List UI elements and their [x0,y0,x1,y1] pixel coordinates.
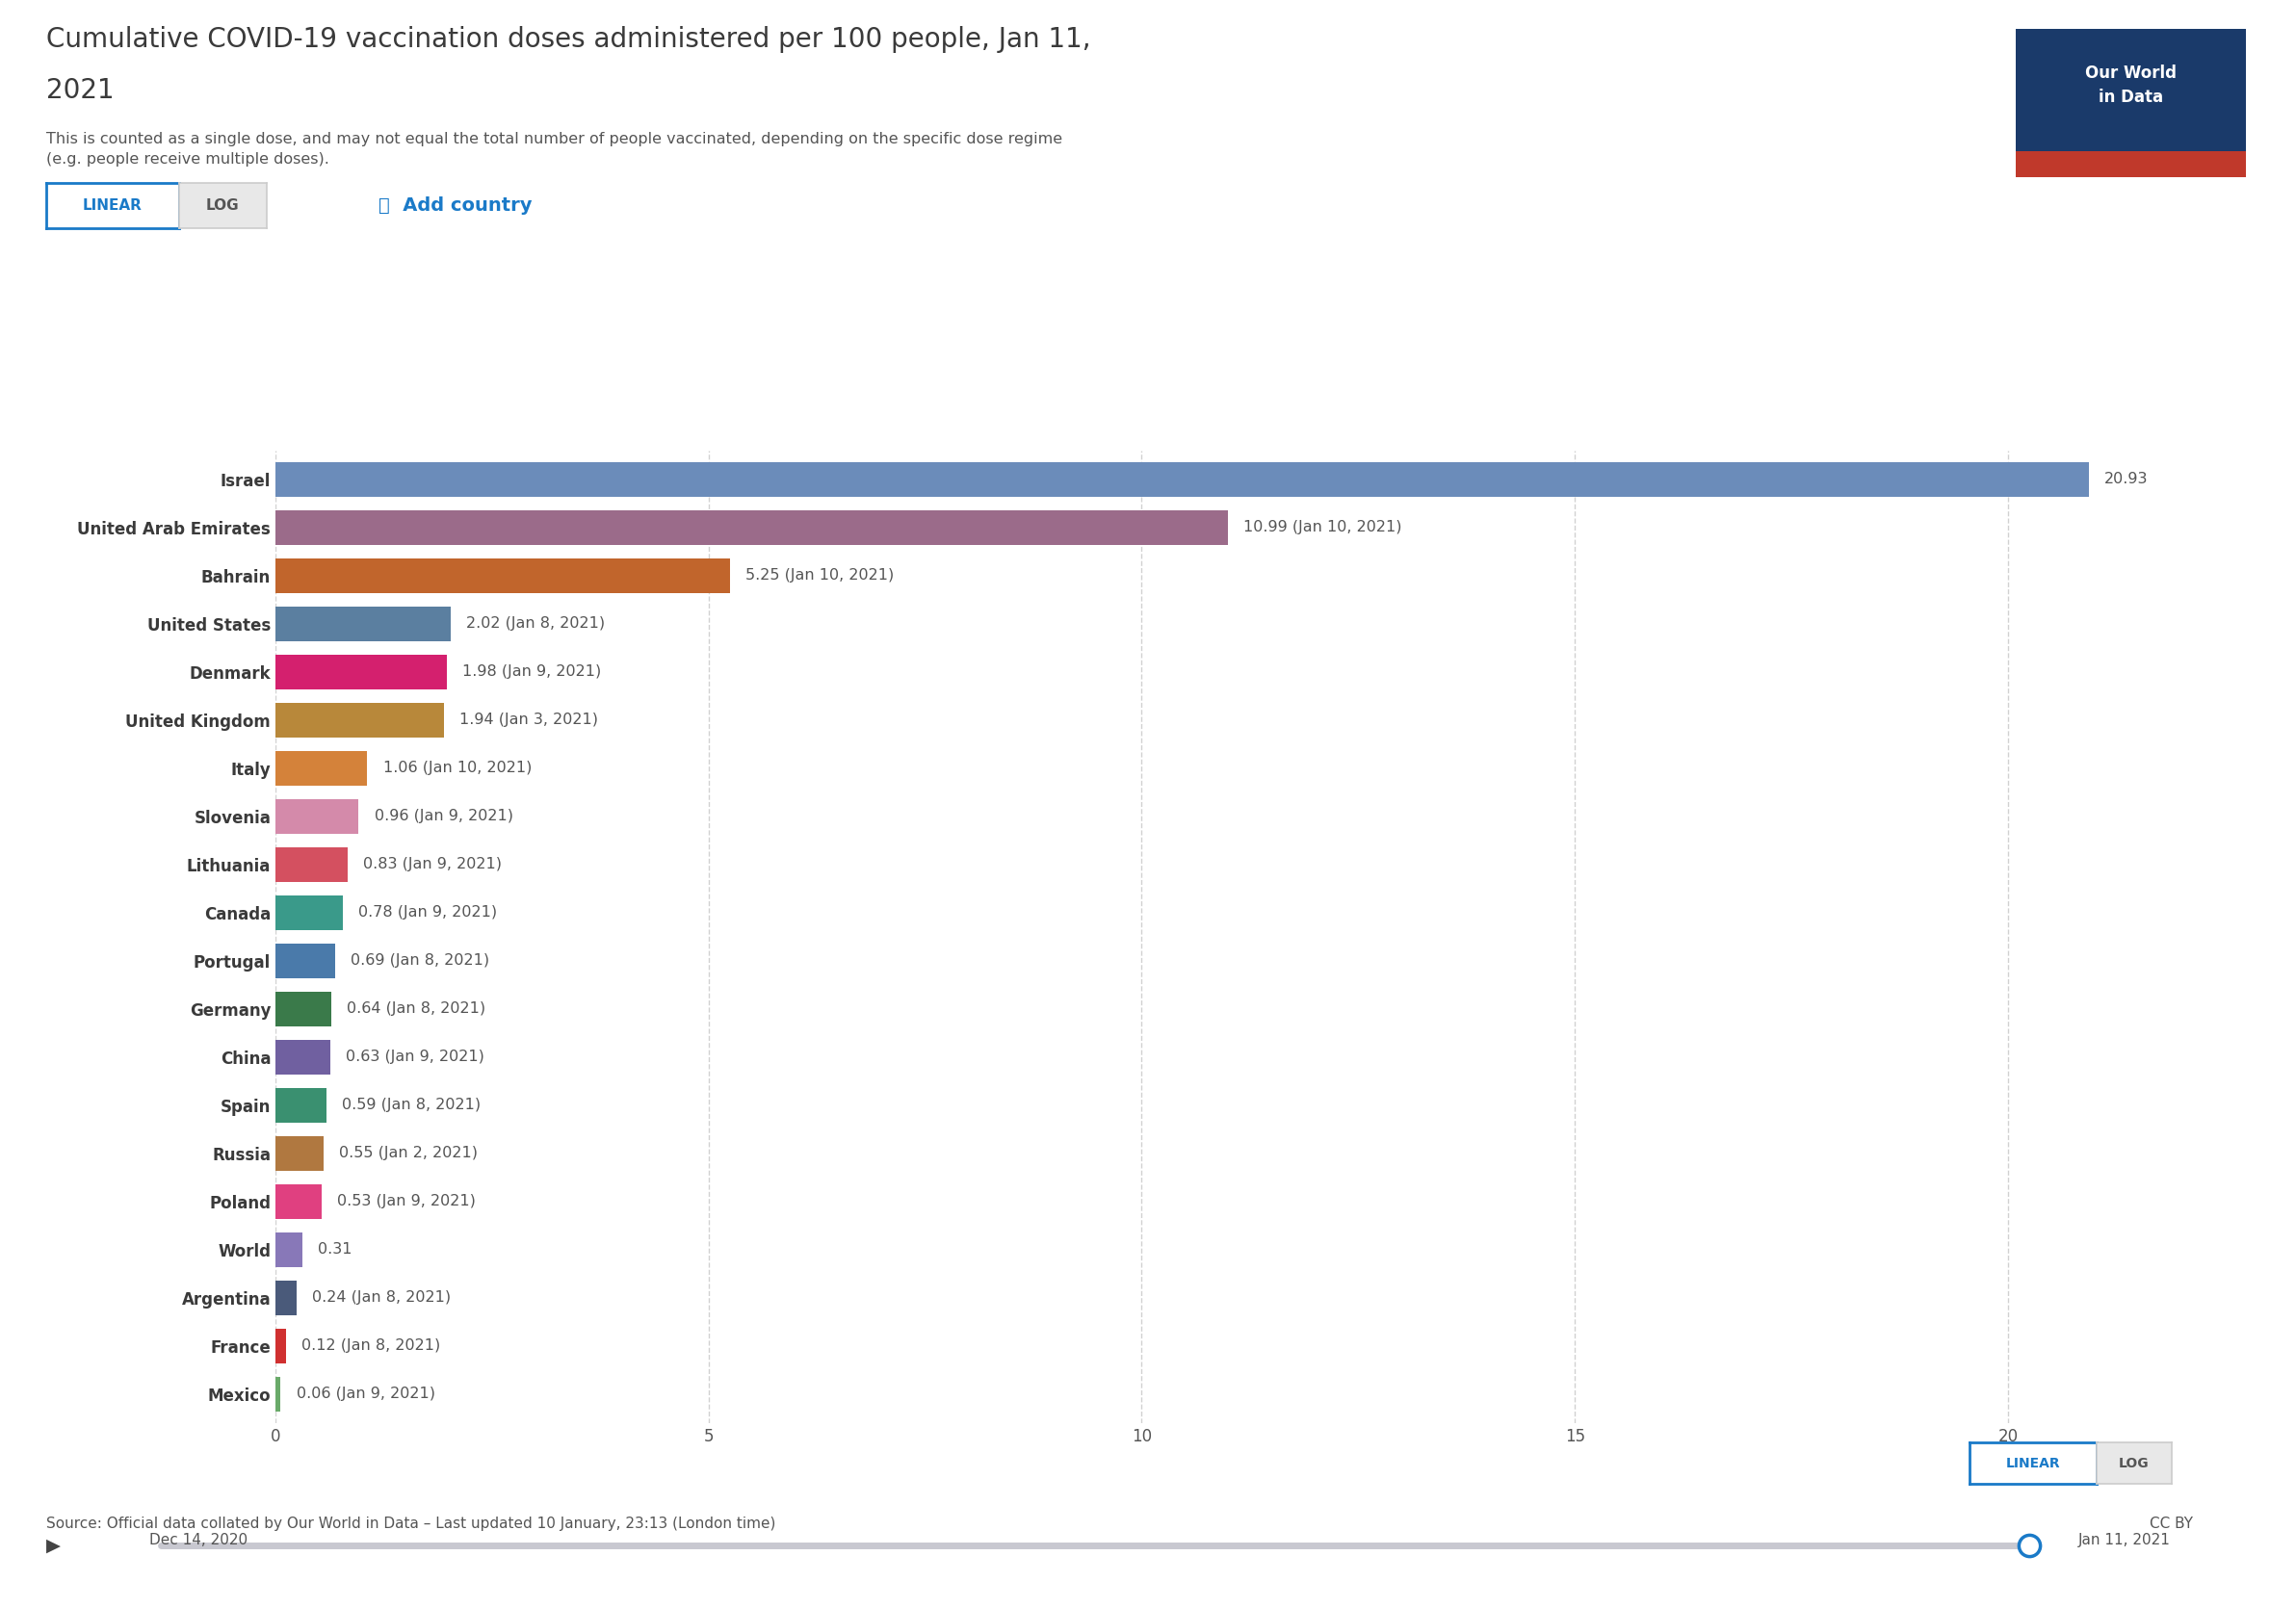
Bar [276,1376,280,1412]
Text: 0.12 (Jan 8, 2021): 0.12 (Jan 8, 2021) [301,1339,441,1354]
Text: 0.78 (Jan 9, 2021): 0.78 (Jan 9, 2021) [358,905,498,920]
Bar [276,944,335,978]
Text: 20.93: 20.93 [2103,471,2149,486]
Text: ➕  Add country: ➕ Add country [379,196,533,215]
Bar [276,606,450,642]
Text: 0.69 (Jan 8, 2021): 0.69 (Jan 8, 2021) [351,954,489,968]
Bar [276,1232,303,1267]
Text: 0.31: 0.31 [317,1243,351,1257]
Text: 2.02 (Jan 8, 2021): 2.02 (Jan 8, 2021) [466,616,604,630]
Bar [276,799,358,833]
Text: LOG: LOG [2119,1457,2149,1470]
Bar [276,1280,296,1315]
Text: LOG: LOG [207,199,239,212]
Text: CC BY: CC BY [2149,1516,2193,1531]
Bar [276,558,730,593]
Text: 0.06 (Jan 9, 2021): 0.06 (Jan 9, 2021) [296,1388,434,1402]
Bar [276,510,1228,545]
Bar [276,703,443,738]
Bar [276,1328,287,1364]
Bar [276,896,342,929]
Bar [276,992,331,1026]
Text: Source: Official data collated by Our World in Data – Last updated 10 January, 2: Source: Official data collated by Our Wo… [46,1516,776,1531]
Text: 0.24 (Jan 8, 2021): 0.24 (Jan 8, 2021) [312,1291,450,1306]
Text: 0.55 (Jan 2, 2021): 0.55 (Jan 2, 2021) [340,1147,478,1161]
Bar [276,751,367,785]
Text: 1.06 (Jan 10, 2021): 1.06 (Jan 10, 2021) [383,761,533,775]
Text: Jan 11, 2021: Jan 11, 2021 [2078,1534,2170,1547]
Text: 10.99 (Jan 10, 2021): 10.99 (Jan 10, 2021) [1242,519,1401,534]
Text: ▶: ▶ [46,1537,60,1555]
Text: 0.96 (Jan 9, 2021): 0.96 (Jan 9, 2021) [374,809,512,823]
Bar [276,1183,321,1219]
Text: 0.59 (Jan 8, 2021): 0.59 (Jan 8, 2021) [342,1098,482,1113]
Bar [276,1135,324,1171]
Text: LINEAR: LINEAR [83,199,142,212]
Bar [276,1089,326,1122]
Text: 0.63 (Jan 9, 2021): 0.63 (Jan 9, 2021) [347,1050,484,1064]
Text: Cumulative COVID-19 vaccination doses administered per 100 people, Jan 11,: Cumulative COVID-19 vaccination doses ad… [46,26,1091,53]
Text: 1.94 (Jan 3, 2021): 1.94 (Jan 3, 2021) [459,712,597,727]
Bar [276,847,347,881]
Text: Dec 14, 2020: Dec 14, 2020 [149,1534,248,1547]
Text: 0.83 (Jan 9, 2021): 0.83 (Jan 9, 2021) [363,857,503,872]
Text: 5.25 (Jan 10, 2021): 5.25 (Jan 10, 2021) [746,568,895,582]
Bar [276,1040,331,1074]
Text: 0.64 (Jan 8, 2021): 0.64 (Jan 8, 2021) [347,1002,484,1016]
Text: 0.53 (Jan 9, 2021): 0.53 (Jan 9, 2021) [338,1195,475,1209]
Text: This is counted as a single dose, and may not equal the total number of people v: This is counted as a single dose, and ma… [46,132,1063,167]
Text: Our World
in Data: Our World in Data [2085,64,2177,106]
Bar [276,654,448,690]
Text: LINEAR: LINEAR [2007,1457,2060,1470]
Bar [276,461,2089,497]
Text: 1.98 (Jan 9, 2021): 1.98 (Jan 9, 2021) [461,664,602,679]
Text: 2021: 2021 [46,77,115,105]
